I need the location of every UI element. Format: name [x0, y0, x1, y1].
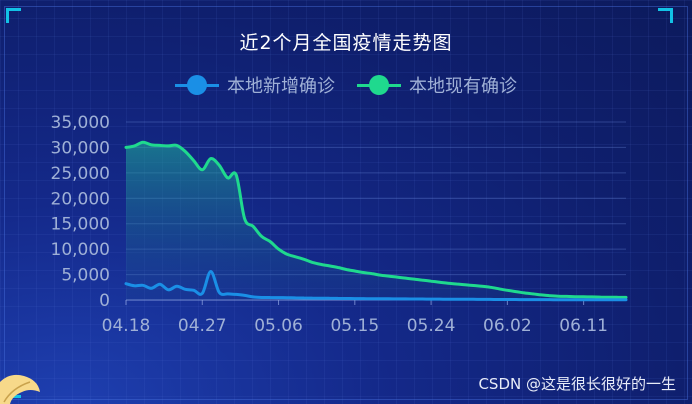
legend-item-new-confirmed[interactable]: 本地新增确诊 [175, 72, 335, 98]
x-tick-label: 05.06 [254, 316, 303, 336]
y-tick-label: 15,000 [51, 215, 110, 235]
legend-marker-existing-confirmed [357, 75, 401, 95]
y-tick-label: 5,000 [61, 266, 110, 286]
series-line-existing-confirmed [124, 140, 628, 299]
y-tick-label: 30,000 [51, 138, 110, 158]
x-tick-label: 06.11 [559, 316, 608, 336]
corner-decoration-top-right [658, 8, 673, 23]
chart-legend: 本地新增确诊 本地现有确诊 [0, 72, 692, 98]
y-tick-label: 35,000 [51, 113, 110, 133]
y-tick-label: 20,000 [51, 189, 110, 209]
corner-decoration-top-left [6, 8, 21, 23]
watermark-text: CSDN @这是很长很好的一生 [478, 375, 676, 393]
y-tick-label: 25,000 [51, 164, 110, 184]
legend-marker-new-confirmed [175, 75, 219, 95]
legend-item-existing-confirmed[interactable]: 本地现有确诊 [357, 72, 517, 98]
area-existing-confirmed [126, 142, 626, 300]
x-tick-label: 05.15 [330, 316, 379, 336]
chart-panel [4, 6, 688, 400]
series-line-new-confirmed [124, 270, 628, 302]
chart-title: 近2个月全国疫情走势图 [239, 32, 453, 54]
x-tick-label: 06.02 [483, 316, 532, 336]
x-tick-label: 05.24 [407, 316, 456, 336]
x-tick-label: 04.27 [178, 316, 227, 336]
legend-label-existing-confirmed: 本地现有确诊 [409, 76, 517, 97]
y-tick-label: 10,000 [51, 240, 110, 260]
x-tick-label: 04.18 [102, 316, 151, 336]
y-tick-label: 0 [99, 291, 110, 311]
legend-label-new-confirmed: 本地新增确诊 [227, 76, 335, 97]
leaf-decoration-icon [0, 374, 40, 404]
